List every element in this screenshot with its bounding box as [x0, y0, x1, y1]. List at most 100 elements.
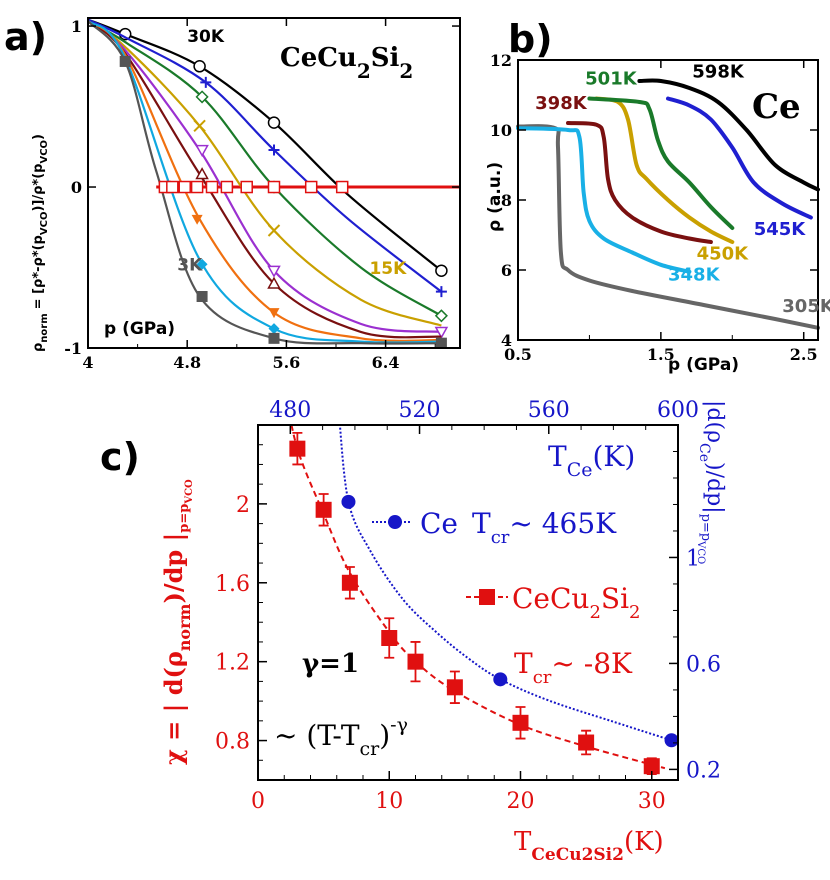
- series-line-398K: [566, 121, 713, 244]
- cecu-point: [289, 440, 306, 457]
- point-25K: [268, 144, 280, 156]
- point-30K: [193, 60, 206, 73]
- curve-label-398K: 398K: [535, 93, 588, 114]
- ce-point: [493, 672, 508, 687]
- panel-a-ticks: 4 4.8 5.6 6.4 1 0 -1: [64, 17, 460, 372]
- panel-a-ylabel: ρnorm= [ρ*-ρ*(pVCO)]/ρ*(pVCO): [31, 134, 50, 352]
- x-tick-label: 6.4: [372, 353, 400, 372]
- point-5K: [268, 323, 280, 335]
- legend-cecu-marker: [479, 589, 495, 605]
- curve-label-501K: 501K: [585, 69, 638, 90]
- x-tick-label: 30: [638, 789, 666, 814]
- point-25K: [435, 286, 447, 298]
- legend-ce-marker: [388, 515, 402, 529]
- annotation-30K: 30K: [187, 27, 225, 47]
- vco-point: [267, 180, 281, 194]
- point-12K: [267, 265, 281, 278]
- point-3K: [268, 332, 280, 344]
- point-12K: [434, 326, 449, 339]
- x2-tick-label: 560: [528, 398, 570, 423]
- series-line-7K: [87, 20, 442, 342]
- panel-c-series: [289, 425, 679, 775]
- vco-point: [304, 180, 318, 194]
- y-tick-label: 10: [490, 121, 512, 140]
- panel-c-xlabel: TCeCu2Si2(K): [514, 827, 664, 865]
- cecu-point: [407, 653, 424, 670]
- legend-ce-text: Ce Tcr~ 465K: [420, 507, 617, 548]
- point-7K: [191, 214, 203, 225]
- curve-label-450K: 450K: [697, 244, 750, 265]
- panel-b-curve-labels: 305K 348K 398K 450K 501K 545K 598K: [535, 62, 830, 318]
- panel-a: a) 4 4.8 5.6 6.4 1 0 -1 CeCu2Si2 p (GPa) ρnorm…: [4, 15, 461, 372]
- panel-b-ylabel: ρ (a.u.): [485, 162, 505, 232]
- series-line-348K: [516, 126, 692, 274]
- point-20K: [434, 309, 448, 323]
- panel-c-x2label: TCe(K): [548, 440, 635, 481]
- x-tick-label: 4: [82, 353, 93, 372]
- curve-label-545K: 545K: [754, 219, 807, 240]
- vco-point: [335, 180, 349, 194]
- curve-label-348K: 348K: [668, 265, 721, 286]
- point-7K: [268, 308, 280, 319]
- panel-b-xlabel: p (GPa): [668, 355, 739, 375]
- panel-b-label: b): [508, 17, 553, 61]
- annotation-3K: 3K: [177, 256, 203, 276]
- x-tick-label: 20: [507, 789, 535, 814]
- panel-c-gamma: γ=1: [302, 649, 359, 679]
- y2-tick-label: 0.6: [686, 652, 721, 677]
- cecu-point: [512, 714, 529, 731]
- y2-tick-label: 1: [686, 546, 700, 571]
- curve-label-598K: 598K: [692, 62, 745, 83]
- vco-point: [240, 180, 253, 194]
- x2-tick-label: 600: [657, 398, 699, 423]
- y-tick-label: 0.8: [215, 730, 250, 755]
- ce-point: [664, 733, 679, 748]
- vco-point: [166, 180, 179, 194]
- series-line-12K: [87, 20, 442, 333]
- point-25K: [200, 76, 212, 88]
- annotation-15K: 15K: [369, 259, 407, 279]
- ce-fit-line: [338, 425, 672, 742]
- point-20K: [195, 90, 209, 104]
- point-10K: [267, 276, 281, 289]
- point-3K: [119, 55, 131, 67]
- x2-tick-label: 480: [269, 398, 311, 423]
- x-tick-label: 0: [251, 789, 265, 814]
- x-tick-label: 0.5: [504, 345, 532, 364]
- y2-tick-label: 0.2: [686, 758, 721, 783]
- series-line-20K: [87, 20, 442, 317]
- cecu-fit-line: [290, 425, 666, 770]
- y-tick-label: 1.6: [215, 572, 250, 597]
- point-12K: [195, 144, 209, 158]
- panel-a-title: CeCu2Si2: [280, 43, 413, 83]
- series-line-598K: [637, 78, 820, 192]
- vco-point: [190, 180, 204, 194]
- point-30K: [435, 264, 448, 277]
- y-tick-label: 12: [490, 51, 512, 70]
- series-line-450K: [594, 96, 735, 244]
- y-tick-label: 0: [71, 178, 82, 197]
- x-tick-label: 2.5: [790, 345, 818, 364]
- point-3K: [435, 337, 447, 349]
- panel-b-ticks: 0.5 1.5 2.5 4 6 8 10 12: [490, 51, 818, 364]
- legend-cecu-text: CeCu2Si2: [512, 582, 641, 623]
- panel-b-series: [516, 78, 820, 330]
- x-tick-label: 1.5: [647, 345, 675, 364]
- curve-label-305K: 305K: [782, 296, 830, 317]
- cecu-point: [578, 734, 595, 751]
- series-line-305K: [516, 124, 820, 330]
- y-tick-label: 8: [501, 191, 512, 210]
- x-tick-label: 10: [375, 789, 403, 814]
- vco-point: [178, 180, 191, 194]
- y-tick-label: -1: [64, 339, 82, 358]
- point-15K: [267, 224, 281, 237]
- series-line-501K: [587, 96, 735, 230]
- cecu-point: [381, 630, 398, 646]
- panel-a-annotations: 30K 3K 15K: [177, 27, 407, 279]
- panel-c-ticks: 0 10 20 30 480 520 560 600 0.8 1.2 1.6 2 0.2 0.6 1: [215, 398, 721, 814]
- point-3K: [196, 290, 208, 302]
- panel-c-label: c): [100, 435, 140, 479]
- y-tick-label: 4: [501, 331, 512, 350]
